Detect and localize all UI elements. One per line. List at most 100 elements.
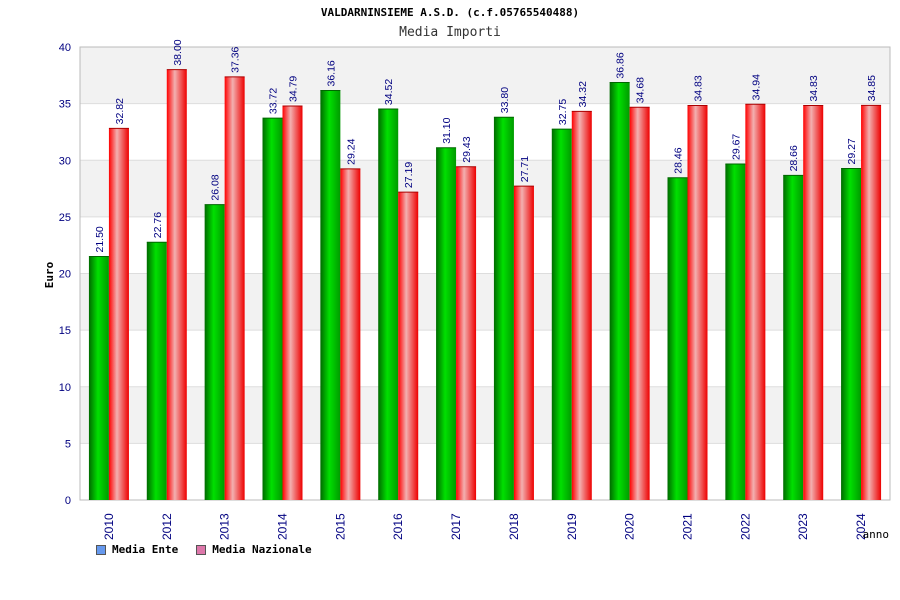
bar-media-nazionale-2014 xyxy=(282,106,303,501)
x-tick-label: 2023 xyxy=(796,513,810,540)
bar-media-nazionale-2024 xyxy=(861,105,882,500)
bar-media-ente-2013 xyxy=(204,204,225,501)
bar-media-nazionale-2018 xyxy=(513,186,534,500)
data-label: 34.94 xyxy=(750,74,762,100)
legend-label-media-ente: Media Ente xyxy=(112,543,179,556)
bar-media-nazionale-2021 xyxy=(687,105,708,501)
bar-media-ente-2021 xyxy=(667,177,688,501)
legend-swatch-media-nazionale xyxy=(196,544,207,555)
bar-media-ente-2014 xyxy=(262,118,283,500)
y-tick-label: 20 xyxy=(59,269,71,281)
x-tick-label: 2021 xyxy=(681,513,695,540)
x-tick-label: 2022 xyxy=(738,513,752,540)
data-label: 32.82 xyxy=(114,98,126,124)
data-label: 31.10 xyxy=(441,117,453,143)
bar-media-ente-2019 xyxy=(551,129,572,500)
data-label: 29.43 xyxy=(461,136,473,162)
y-tick-label: 35 xyxy=(59,99,71,111)
data-label: 34.85 xyxy=(866,75,878,101)
plot-band xyxy=(80,216,890,274)
x-tick-label: 2024 xyxy=(854,513,868,540)
plot-band xyxy=(80,273,890,331)
x-tick-label: 2015 xyxy=(333,513,347,540)
data-label: 36.86 xyxy=(615,52,627,78)
plot-band xyxy=(80,47,890,104)
y-tick-label: 10 xyxy=(59,382,71,394)
bar-media-ente-2010 xyxy=(88,256,109,500)
data-label: 27.19 xyxy=(403,162,415,188)
data-label: 34.52 xyxy=(383,79,395,105)
plot-band xyxy=(80,386,890,444)
plot-band xyxy=(80,160,890,217)
data-label: 37.36 xyxy=(230,46,242,72)
data-label: 34.79 xyxy=(288,76,300,102)
data-label: 22.76 xyxy=(152,212,164,238)
x-tick-label: 2010 xyxy=(102,513,116,540)
data-label: 21.50 xyxy=(94,226,106,252)
plot-band xyxy=(80,103,890,161)
chart-subtitle: Media Importi xyxy=(399,25,501,40)
bar-media-ente-2024 xyxy=(841,168,862,500)
data-label: 34.83 xyxy=(808,75,820,101)
y-tick-label: 5 xyxy=(65,438,71,450)
bar-media-nazionale-2023 xyxy=(803,105,824,501)
data-label: 38.00 xyxy=(172,39,184,65)
bar-media-nazionale-2017 xyxy=(456,166,477,500)
plot-frame xyxy=(79,46,891,501)
bar-media-nazionale-2020 xyxy=(629,107,650,501)
bar-media-ente-2015 xyxy=(320,90,341,500)
bar-media-nazionale-2015 xyxy=(340,168,361,500)
data-label: 29.27 xyxy=(846,138,858,164)
data-label: 34.32 xyxy=(577,81,589,107)
plot-band xyxy=(80,443,890,500)
data-label: 29.24 xyxy=(345,138,357,164)
bar-media-ente-2017 xyxy=(436,147,457,501)
legend-item-media-ente: Media Ente xyxy=(96,543,178,556)
x-tick-label: 2014 xyxy=(276,513,290,540)
data-label: 32.75 xyxy=(557,99,569,125)
bar-media-ente-2023 xyxy=(783,175,804,500)
y-tick-label: 15 xyxy=(59,325,71,337)
bar-media-ente-2022 xyxy=(725,163,746,500)
y-axis-label: Euro xyxy=(43,261,56,288)
x-tick-label: 2013 xyxy=(218,513,232,540)
data-label: 34.68 xyxy=(635,77,647,103)
y-tick-label: 40 xyxy=(59,42,71,54)
y-tick-label: 0 xyxy=(65,495,71,507)
data-label: 33.72 xyxy=(268,88,280,114)
plot-band xyxy=(80,330,890,387)
bar-media-nazionale-2013 xyxy=(224,76,245,500)
legend-item-media-nazionale: Media Nazionale xyxy=(196,543,312,556)
bar-media-ente-2012 xyxy=(146,242,167,501)
data-label: 26.08 xyxy=(210,174,222,200)
y-tick-label: 25 xyxy=(59,212,71,224)
data-label: 29.67 xyxy=(730,134,742,160)
bar-media-nazionale-2022 xyxy=(745,104,766,500)
bar-media-ente-2018 xyxy=(493,117,514,500)
bar-media-nazionale-2012 xyxy=(166,69,187,501)
data-label: 36.16 xyxy=(325,60,337,86)
chart-title: VALDARNINSIEME A.S.D. (c.f.05765540488) xyxy=(320,6,580,19)
x-tick-label: 2012 xyxy=(160,513,174,540)
data-label: 27.71 xyxy=(519,156,531,182)
bar-media-nazionale-2010 xyxy=(108,128,129,500)
y-tick-label: 30 xyxy=(59,155,71,167)
legend-label-media-nazionale: Media Nazionale xyxy=(212,543,312,556)
x-tick-label: 2017 xyxy=(449,513,463,540)
data-label: 28.66 xyxy=(788,145,800,171)
data-label: 33.80 xyxy=(499,87,511,113)
bar-media-nazionale-2016 xyxy=(398,192,419,501)
legend-swatch-media-ente xyxy=(96,544,106,555)
x-tick-label: 2016 xyxy=(391,513,405,540)
x-tick-label: 2018 xyxy=(507,513,521,540)
bar-media-ente-2020 xyxy=(609,82,630,501)
x-tick-label: 2019 xyxy=(565,513,579,540)
data-label: 28.46 xyxy=(673,147,685,173)
legend: Media Ente Media Nazionale xyxy=(96,543,312,556)
data-label: 34.83 xyxy=(693,75,705,101)
x-tick-label: 2020 xyxy=(623,513,637,540)
bar-media-nazionale-2019 xyxy=(571,111,592,501)
x-axis-label: anno xyxy=(863,528,890,541)
bar-media-ente-2016 xyxy=(378,109,399,500)
